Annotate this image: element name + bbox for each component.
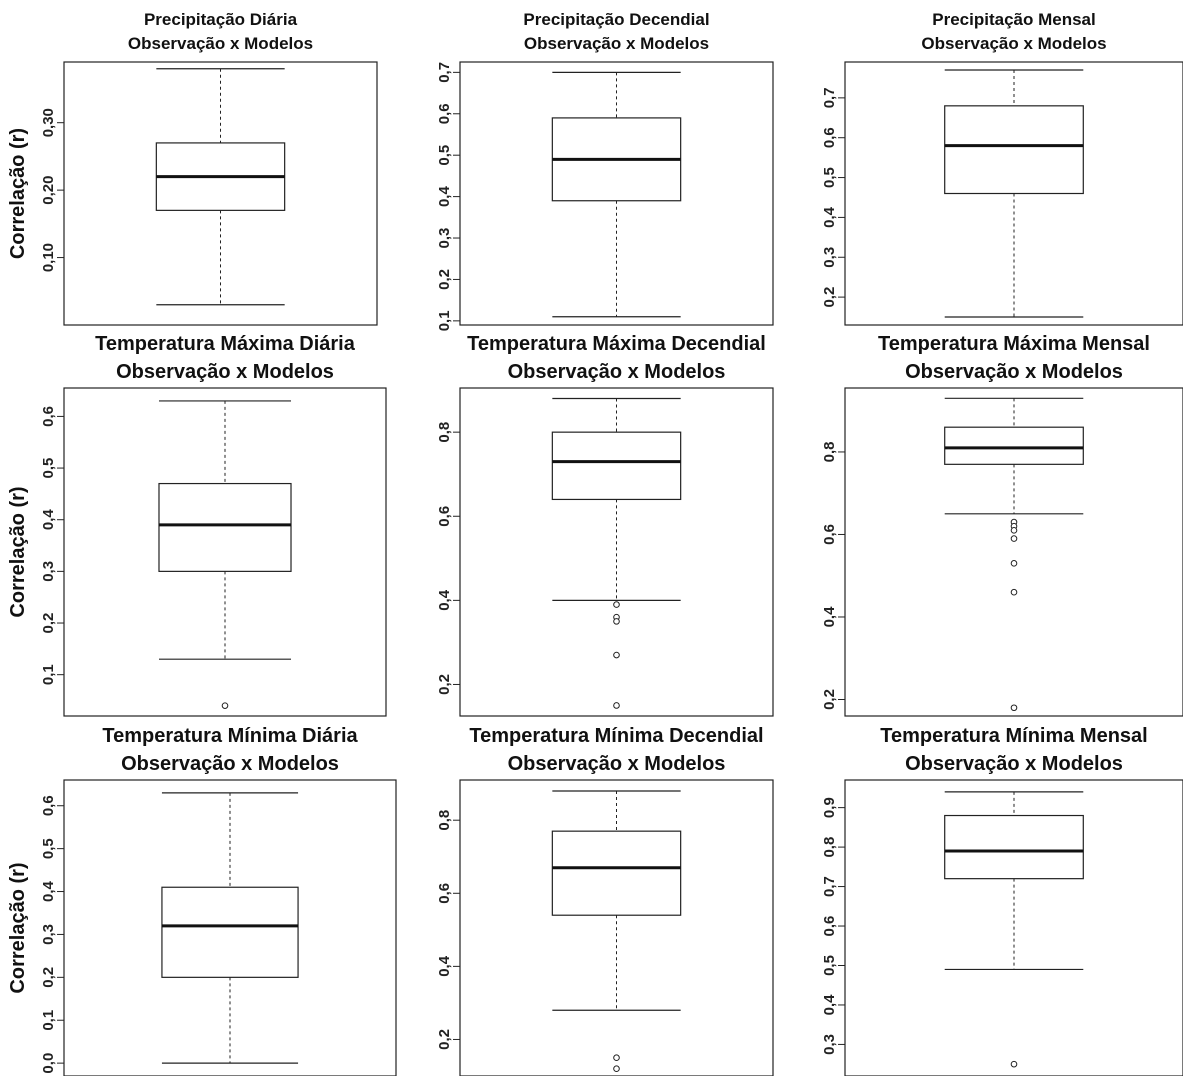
panel-1-ytick-label-2: 0,30 (40, 108, 57, 137)
panel-6-box (944, 426, 1084, 465)
panel-4-ytick-label-3: 0,4 (40, 509, 57, 531)
panel-2-ytick-label-5: 0,6 (436, 103, 453, 124)
panel-1-subtitle: Observação x Modelos (128, 34, 313, 53)
panel-1-ytick-label-1: 0,20 (40, 176, 57, 205)
panel-4-box (158, 482, 292, 572)
panel-6-subtitle: Observação x Modelos (905, 361, 1123, 383)
panel-7-box (161, 886, 299, 978)
panel-2-plot-frame (459, 61, 774, 326)
panel-5-outlier-2 (613, 618, 620, 625)
panel-2-ytick-label-0: 0,1 (436, 310, 453, 331)
panel-7-plot-frame (63, 779, 397, 1076)
panel-8-ytick-label-3: 0,8 (436, 810, 453, 831)
panel-8-outlier-1 (613, 1065, 620, 1072)
panel-9-ytick-label-2: 0,5 (821, 955, 838, 976)
panel-3-title: Precipitação Mensal (932, 10, 1095, 29)
panel-7-ylabel: Correlação (r) (7, 862, 29, 993)
panel-7-ytick-label-5: 0,5 (40, 838, 57, 859)
panel-4-ytick-label-1: 0,2 (40, 613, 57, 634)
panel-6-outlier-5 (1010, 588, 1018, 596)
panel-5-plot-frame (459, 387, 774, 717)
panel-4-ytick-label-2: 0,3 (40, 561, 57, 582)
panel-8-ytick-label-2: 0,6 (436, 883, 453, 904)
panel-3-box (944, 105, 1084, 195)
panel-8-box (551, 830, 682, 916)
panel-4-ytick-label-5: 0,6 (40, 406, 57, 427)
panel-5-ytick-label-2: 0,6 (436, 506, 453, 527)
panel-3-ytick-label-1: 0,3 (821, 247, 838, 268)
panel-3-subtitle: Observação x Modelos (921, 34, 1106, 53)
panel-7-title: Temperatura Mínima Diária (102, 725, 358, 747)
panel-7-ytick-label-2: 0,2 (40, 967, 57, 988)
panel-5-outlier-3 (613, 651, 620, 659)
panel-9-outlier-0 (1010, 1060, 1018, 1068)
panel-5-outlier-4 (613, 702, 620, 709)
panel-6-outlier-3 (1010, 535, 1018, 542)
panel-6-outlier-4 (1010, 560, 1018, 567)
panel-1-ytick-label-0: 0,10 (40, 243, 57, 272)
panel-3-ytick-label-5: 0,7 (821, 87, 838, 108)
panel-3-ytick-label-2: 0,4 (821, 206, 838, 228)
panel-6-ytick-label-3: 0,8 (821, 442, 838, 463)
panel-9-box (944, 814, 1084, 880)
panel-2-ytick-label-2: 0,3 (436, 228, 453, 249)
panel-8-ytick-label-0: 0,2 (436, 1029, 453, 1050)
panel-6-title: Temperatura Máxima Mensal (878, 333, 1150, 355)
panel-5-subtitle: Observação x Modelos (508, 361, 726, 383)
panel-9-ytick-label-3: 0,6 (821, 916, 838, 937)
panel-9-ytick-label-6: 0,9 (821, 797, 838, 818)
panel-8-subtitle: Observação x Modelos (508, 753, 726, 775)
panel-9-title: Temperatura Mínima Mensal (880, 725, 1147, 747)
panel-3-ytick-label-0: 0,2 (821, 287, 838, 308)
panel-2-ytick-label-4: 0,5 (436, 145, 453, 166)
panel-5-ytick-label-0: 0,2 (436, 674, 453, 695)
panel-6-ytick-label-0: 0,2 (821, 689, 838, 710)
panel-3-ytick-label-4: 0,6 (821, 127, 838, 148)
panel-9-ytick-label-5: 0,8 (821, 837, 838, 858)
panel-9-plot-frame (844, 779, 1183, 1076)
panel-4-ylabel: Correlação (r) (7, 486, 29, 617)
panel-6-outlier-2 (1010, 527, 1018, 534)
panel-7-ytick-label-0: 0,0 (40, 1053, 57, 1074)
panel-2-ytick-label-1: 0,2 (436, 269, 453, 290)
panel-7-subtitle: Observação x Modelos (121, 753, 339, 775)
panel-9-ytick-label-1: 0,4 (821, 994, 838, 1016)
panel-9-ytick-label-4: 0,7 (821, 876, 838, 897)
panel-7-ytick-label-3: 0,3 (40, 924, 57, 945)
panel-7-ytick-label-6: 0,6 (40, 795, 57, 816)
panel-5-box (551, 431, 682, 501)
panel-5-outlier-0 (613, 601, 620, 608)
panel-6-outlier-6 (1010, 704, 1018, 712)
panel-2-ytick-label-3: 0,4 (436, 186, 453, 208)
panel-4-plot-frame (63, 387, 387, 717)
panel-4-subtitle: Observação x Modelos (116, 361, 334, 383)
panel-8-plot-frame (459, 779, 774, 1076)
panel-2-subtitle: Observação x Modelos (524, 34, 709, 53)
panel-4-ytick-label-0: 0,1 (40, 664, 57, 685)
panel-4-outlier-0 (221, 702, 229, 709)
panel-2-title: Precipitação Decendial (523, 10, 709, 29)
panel-5-ytick-label-3: 0,8 (436, 422, 453, 443)
panel-7-ytick-label-4: 0,4 (40, 880, 57, 902)
panel-7-ytick-label-1: 0,1 (40, 1010, 57, 1031)
panel-8-title: Temperatura Mínima Decendial (469, 725, 763, 747)
panel-9-subtitle: Observação x Modelos (905, 753, 1123, 775)
panel-8-ytick-label-1: 0,4 (436, 955, 453, 977)
panel-1-plot-frame (63, 61, 378, 326)
panel-1-title: Precipitação Diária (144, 10, 298, 29)
panel-1-ylabel: Correlação (r) (7, 128, 29, 259)
panel-3-ytick-label-3: 0,5 (821, 167, 838, 188)
panel-8-outlier-0 (613, 1054, 620, 1062)
panel-5-title: Temperatura Máxima Decendial (467, 333, 766, 355)
panel-6-plot-frame (844, 387, 1183, 717)
panel-4-ytick-label-4: 0,5 (40, 458, 57, 479)
panel-6-ytick-label-1: 0,4 (821, 606, 838, 628)
panel-2-ytick-label-6: 0,7 (436, 62, 453, 83)
panel-5-ytick-label-1: 0,4 (436, 589, 453, 611)
panel-3-plot-frame (844, 61, 1183, 326)
panel-6-ytick-label-2: 0,6 (821, 524, 838, 545)
panel-9-ytick-label-0: 0,3 (821, 1034, 838, 1055)
panel-4-title: Temperatura Máxima Diária (95, 333, 356, 355)
